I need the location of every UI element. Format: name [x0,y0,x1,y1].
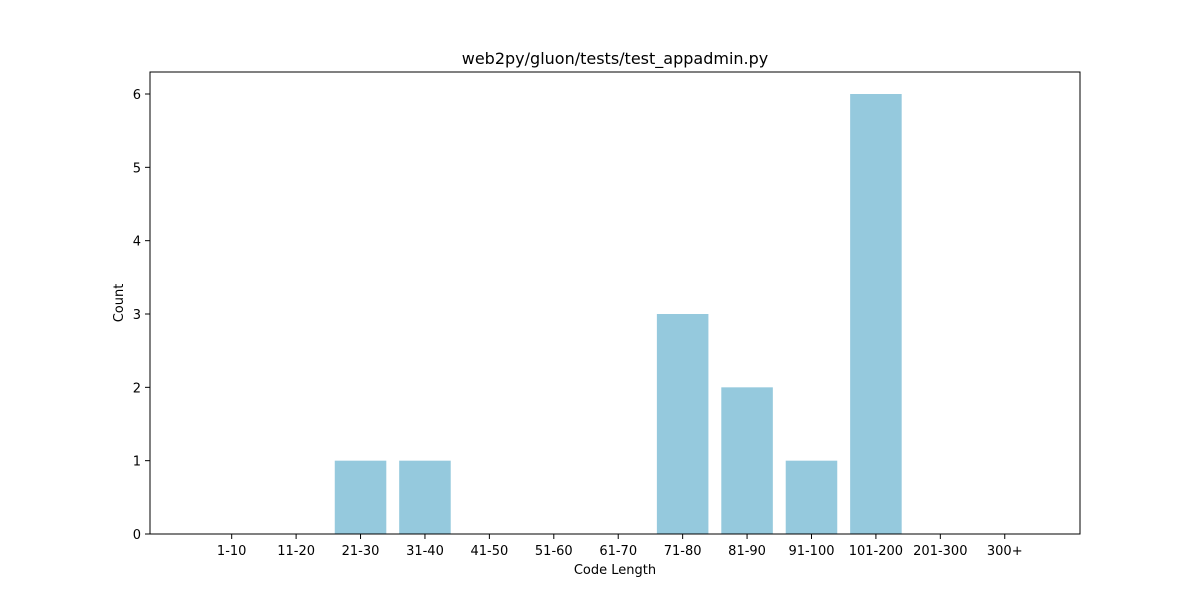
bar-31-40 [399,460,451,534]
y-tick-label-5: 5 [133,161,141,176]
x-tick-label-1-10: 1-10 [217,544,247,559]
x-tick-label-101-200: 101-200 [849,544,903,559]
x-tick-label-300: 300+ [987,544,1023,559]
x-tick-label-201-300: 201-300 [913,544,967,559]
y-axis: 0 1 2 3 4 5 6 [133,88,150,543]
y-tick-label-3: 3 [133,308,141,323]
y-axis-label: Count [112,284,127,323]
x-tick-label-41-50: 41-50 [470,544,508,559]
x-tick-label-91-100: 91-100 [788,544,834,559]
y-tick-label-6: 6 [133,88,141,103]
x-tick-label-61-70: 61-70 [599,544,637,559]
y-tick-label-2: 2 [133,381,141,396]
x-axis: 1-10 11-20 21-30 31-40 41-50 51-60 61-70 71-80 8… [217,534,1023,559]
x-tick-label-81-90: 81-90 [728,544,766,559]
bar-81-90 [721,387,773,534]
x-axis-label: Code Length [574,563,656,578]
x-tick-label-51-60: 51-60 [535,544,573,559]
y-tick-label-4: 4 [133,235,141,250]
y-tick-label-0: 0 [133,528,141,543]
x-tick-label-21-30: 21-30 [342,544,380,559]
x-tick-label-11-20: 11-20 [277,544,315,559]
y-tick-label-1: 1 [133,455,141,470]
bar-91-100 [785,460,838,534]
plot-frame [149,71,1081,535]
chart-title: web2py/gluon/tests/test_appadmin.py [462,49,768,69]
x-tick-label-31-40: 31-40 [406,544,444,559]
bar-21-30 [334,460,387,534]
x-tick-label-71-80: 71-80 [664,544,702,559]
bar-101-200 [850,94,902,534]
bar-71-80 [656,314,709,534]
bars-layer [334,94,902,534]
